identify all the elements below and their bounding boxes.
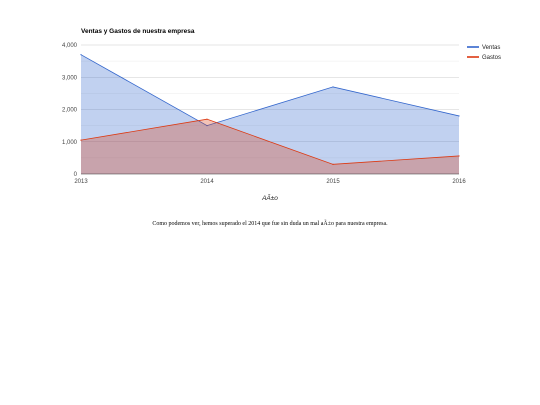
point-ventas-2013 xyxy=(80,54,82,56)
x-tick-label-2015: 2015 xyxy=(326,179,340,185)
y-tick-label-3000: 3,000 xyxy=(62,75,78,81)
chart-title: Ventas y Gastos de nuestra empresa xyxy=(81,28,195,35)
legend-label-ventas: Ventas xyxy=(482,45,500,51)
point-ventas-2014 xyxy=(206,125,208,127)
chart-svg: Ventas y Gastos de nuestra empresa 0 1,00… xyxy=(62,28,501,202)
legend-label-gastos: Gastos xyxy=(482,55,501,61)
x-tick-label-2013: 2013 xyxy=(74,179,88,185)
line-gastos xyxy=(80,118,460,165)
y-tick-label-1000: 1,000 xyxy=(62,140,78,146)
caption-text: Como podemos ver, hemos superado el 2014… xyxy=(152,221,388,227)
x-axis-label: AÃ±o xyxy=(261,193,278,202)
chart: Ventas y Gastos de nuestra empresa 0 1,00… xyxy=(62,28,501,202)
point-ventas-2016 xyxy=(458,115,460,117)
grid xyxy=(81,44,459,159)
x-tick-label-2014: 2014 xyxy=(200,179,214,185)
plot-area xyxy=(80,54,460,174)
area-ventas xyxy=(81,54,459,174)
x-tick-label-2016: 2016 xyxy=(452,179,466,185)
point-ventas-2015 xyxy=(332,86,334,88)
y-tick-label-0: 0 xyxy=(74,172,78,178)
point-gastos-2013 xyxy=(80,139,82,141)
area-gastos xyxy=(81,119,459,174)
axes: 0 1,000 2,000 3,000 4,000 2013 2014 2015 2016 xyxy=(62,43,466,185)
point-gastos-2015 xyxy=(332,163,334,165)
point-gastos-2014 xyxy=(206,118,208,120)
y-tick-label-2000: 2,000 xyxy=(62,108,78,114)
y-tick-label-4000: 4,000 xyxy=(62,43,78,49)
point-gastos-2016 xyxy=(458,155,460,157)
legend: Ventas Gastos xyxy=(467,45,501,61)
line-ventas xyxy=(80,54,460,127)
